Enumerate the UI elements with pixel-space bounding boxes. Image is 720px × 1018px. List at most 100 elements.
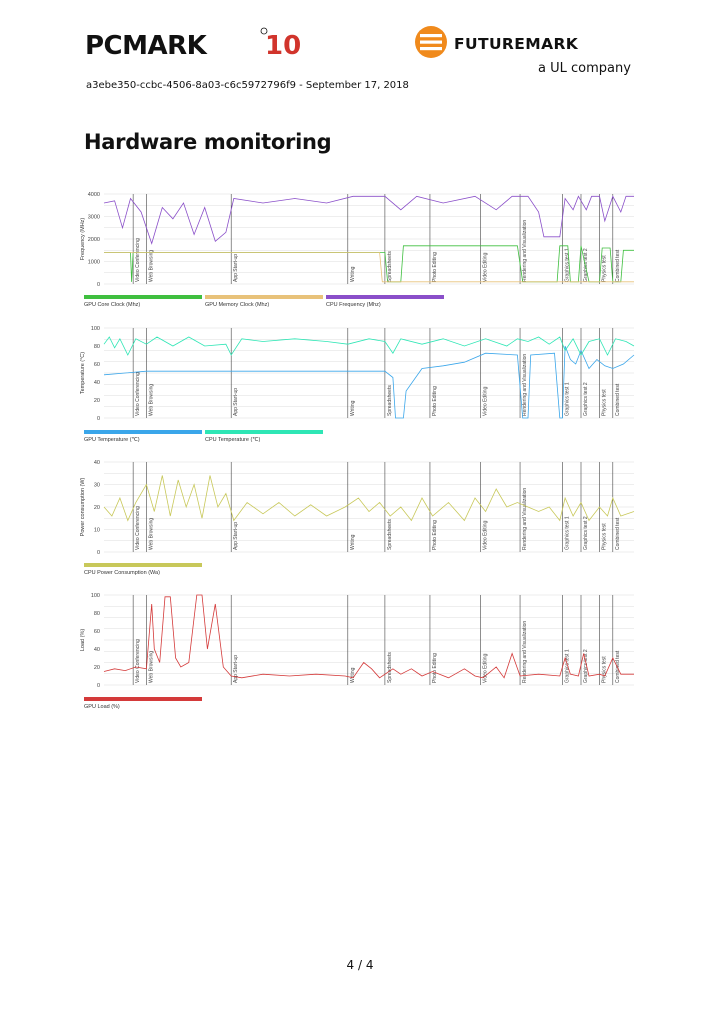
test-marker-label: Photo Editing — [432, 252, 438, 282]
test-marker-label: App Start-up — [233, 522, 239, 550]
legend-item: GPU Temperature (℃) — [84, 430, 202, 443]
legend-swatch — [84, 697, 202, 701]
test-marker-label: Graphics test 2 — [583, 382, 589, 416]
y-tick-label: 40 — [94, 380, 100, 386]
test-marker-label: Web Browsing — [148, 518, 154, 550]
test-marker-label: Combined test — [615, 650, 621, 683]
test-marker-label: Graphics test 1 — [564, 382, 570, 416]
chart-svg: 0 20 40 60 80 100 Temperature (°C) Video Confer… — [80, 326, 635, 422]
y-tick-label: 80 — [94, 344, 100, 350]
y-tick-label: 0 — [97, 282, 100, 288]
y-tick-label: 4000 — [88, 192, 100, 198]
y-tick-label: 2000 — [88, 237, 100, 243]
chart-svg: 0 20 40 60 80 100 Load (%) Video Conferencing We… — [80, 593, 634, 689]
test-marker-label: Spreadsheets — [387, 385, 393, 416]
load-chart: 0 20 40 60 80 100 Load (%) Video Conferencing We… — [80, 589, 640, 689]
series-line — [104, 252, 634, 283]
test-marker-label: Rendering and Visualization — [522, 220, 528, 282]
test-marker-label: Video Conferencing — [135, 372, 141, 416]
report-id: a3ebe350-ccbc-4506-8a03-c6c5972796f9 - S… — [86, 80, 409, 91]
legend-label: CPU Frequency (Mhz) — [326, 302, 381, 308]
series-line — [104, 245, 634, 283]
test-marker-label: Photo Editing — [432, 653, 438, 683]
y-tick-label: 40 — [94, 647, 100, 653]
test-marker-label: App Start-up — [233, 655, 239, 683]
test-marker-label: Writing — [350, 400, 356, 416]
test-marker-label: Spreadsheets — [387, 652, 393, 683]
y-axis-label: Load (%) — [80, 629, 86, 651]
futuremark-logo: FUTUREMARK a UL company — [415, 26, 631, 76]
legend-item: GPU Load (%) — [84, 697, 202, 710]
y-axis-label: Power consumption (W) — [80, 477, 86, 536]
chart-svg: 0 10 20 30 40 Power consumption (W) Video Conf… — [80, 460, 635, 556]
test-marker-label: Video Editing — [482, 653, 488, 683]
test-marker-label: Web Browsing — [148, 384, 154, 416]
page-number: 4 / 4 — [346, 958, 374, 972]
report-header: PCMARK 10 FUTUREMARK a UL company a3ebe3… — [0, 0, 720, 100]
y-tick-label: 30 — [94, 483, 100, 489]
series-line — [103, 345, 635, 419]
test-marker-label: Video Editing — [482, 386, 488, 416]
pcmark10-logo: PCMARK 10 — [85, 27, 301, 61]
test-marker-label: Graphics test 1 — [564, 248, 570, 282]
registered-icon — [260, 27, 268, 35]
legend-label: CPU Temperature (℃) — [205, 437, 261, 443]
test-marker-label: Web Browsing — [148, 250, 154, 282]
test-marker-label: Photo Editing — [432, 386, 438, 416]
chart-svg: 0 1000 2000 3000 4000 Frequency (MHz) Video Co… — [80, 192, 634, 288]
legend-swatch — [326, 295, 444, 299]
test-marker-label: Writing — [350, 534, 356, 550]
legend-swatch — [84, 430, 202, 434]
test-marker-label: Video Conferencing — [135, 506, 141, 550]
series-line — [103, 594, 634, 679]
y-tick-label: 0 — [97, 550, 100, 556]
y-tick-label: 100 — [91, 593, 100, 599]
test-marker-label: Graphics test 2 — [583, 649, 589, 683]
test-marker-label: App Start-up — [233, 254, 239, 282]
legend-label: CPU Power Consumption (Wa) — [84, 570, 160, 576]
test-marker-label: Graphics test 2 — [583, 248, 589, 282]
y-axis-label: Temperature (°C) — [80, 352, 86, 394]
test-marker-label: Combined test — [615, 383, 621, 416]
page-title: Hardware monitoring — [84, 130, 332, 154]
test-marker-label: Video Editing — [482, 520, 488, 550]
test-marker-label: Video Conferencing — [135, 639, 141, 683]
test-marker-label: Graphics test 1 — [564, 516, 570, 550]
frequency-chart: 0 1000 2000 3000 4000 Frequency (MHz) Video Co… — [80, 188, 640, 288]
y-tick-label: 0 — [97, 683, 100, 689]
legend-swatch — [84, 563, 202, 567]
legend-item: CPU Temperature (℃) — [205, 430, 323, 443]
test-marker-label: Rendering and Visualization — [522, 354, 528, 416]
series-line — [103, 195, 634, 245]
test-marker-label: Physics test — [602, 389, 608, 416]
legend-item: GPU Core Clock (Mhz) — [84, 295, 202, 308]
y-tick-label: 10 — [94, 528, 100, 534]
series-line — [103, 475, 635, 522]
test-marker-label: Rendering and Visualization — [522, 621, 528, 683]
futuremark-logo-text: FUTUREMARK — [454, 35, 579, 53]
legend-swatch — [84, 295, 202, 299]
y-tick-label: 20 — [94, 505, 100, 511]
y-tick-label: 20 — [94, 665, 100, 671]
test-marker-label: Video Editing — [482, 252, 488, 282]
legend-swatch — [205, 295, 323, 299]
test-marker-label: Rendering and Visualization — [522, 488, 528, 550]
series-line — [103, 336, 635, 356]
test-marker-label: Spreadsheets — [387, 519, 393, 550]
pcmark-logo-number: 10 — [265, 31, 301, 61]
test-marker-label: Spreadsheets — [387, 251, 393, 282]
legend-label: GPU Core Clock (Mhz) — [84, 302, 141, 308]
temperature-chart: 0 20 40 60 80 100 Temperature (°C) Video Confer… — [80, 322, 640, 422]
y-tick-label: 0 — [97, 416, 100, 422]
y-axis-label: Frequency (MHz) — [80, 218, 86, 261]
y-tick-label: 20 — [94, 398, 100, 404]
y-tick-label: 80 — [94, 611, 100, 617]
test-marker-label: Photo Editing — [432, 520, 438, 550]
y-tick-label: 60 — [94, 362, 100, 368]
ul-company-text: a UL company — [538, 61, 631, 76]
legend-item: CPU Power Consumption (Wa) — [84, 563, 202, 576]
test-marker-label: Video Conferencing — [135, 238, 141, 282]
test-marker-label: Physics test — [602, 656, 608, 683]
y-tick-label: 1000 — [88, 260, 100, 266]
test-marker-label: Physics test — [602, 523, 608, 550]
